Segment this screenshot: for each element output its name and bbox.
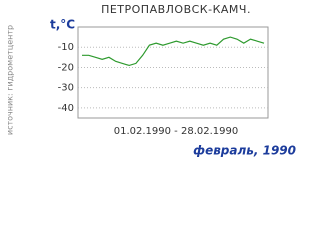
y-axis-label: t,°C — [50, 18, 75, 32]
plot-frame — [77, 26, 269, 119]
y-tick-label: -20 — [58, 62, 74, 73]
y-tick-label: -40 — [58, 103, 74, 114]
chart-title: ПЕТРОПАВЛОВСК-КАМЧ. — [101, 3, 251, 16]
y-tick-label: -10 — [58, 42, 74, 53]
temperature-line — [82, 36, 265, 67]
source: источник: гидрометцентр — [6, 25, 15, 135]
period: февраль, 1990 — [193, 144, 296, 158]
chart: ПЕТРОПАВЛОВСК-КАМЧ. t,°C 01.02.1990 - 28… — [6, 3, 297, 158]
x-axis-label: 01.02.1990 - 28.02.1990 — [114, 126, 238, 137]
y-tick-label: -30 — [58, 83, 74, 94]
